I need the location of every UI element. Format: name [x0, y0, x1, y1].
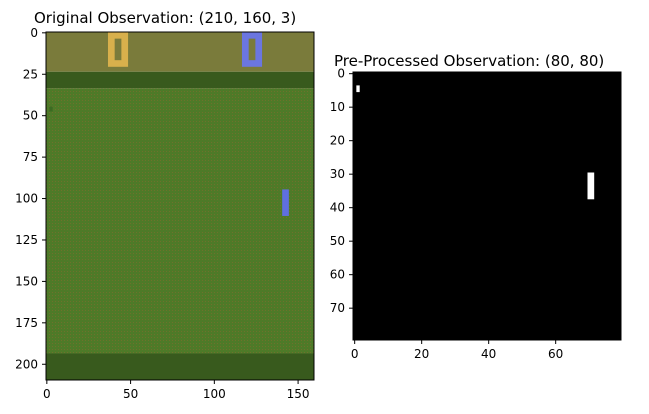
x-tick-label: 150	[287, 387, 310, 401]
x-tick-label: 20	[414, 347, 429, 361]
x-axis-original: 0 50 100 150	[43, 380, 310, 401]
x-tick-label: 0	[351, 347, 359, 361]
paddle-pixels	[587, 172, 595, 200]
panel-title-preprocessed: Pre-Processed Observation: (80, 80)	[334, 52, 604, 70]
score-bar	[46, 32, 314, 72]
ball-pixel	[356, 85, 360, 93]
y-tick-label: 70	[330, 301, 345, 315]
top-wall	[46, 71, 314, 89]
y-tick-label: 200	[15, 357, 38, 371]
panel-original: Original Observation: (210, 160, 3) 0 50 1…	[15, 9, 315, 401]
axes-frame-original	[45, 31, 315, 381]
axes-frame-preprocessed	[352, 71, 622, 341]
y-tick-label: 75	[23, 150, 38, 164]
x-axis-preprocessed: 0 20 40 60	[351, 340, 563, 361]
right-paddle	[282, 189, 289, 216]
x-tick-label: 0	[43, 387, 51, 401]
black-background	[353, 72, 621, 340]
original-observation-image	[46, 32, 314, 380]
y-tick-label: 175	[15, 316, 38, 330]
right-score-digit-inner	[248, 38, 256, 61]
playfield	[46, 88, 314, 354]
y-tick-label: 125	[15, 233, 38, 247]
left-paddle	[49, 106, 53, 112]
y-tick-label: 150	[15, 274, 38, 288]
panel-preprocessed: Pre-Processed Observation: (80, 80) 0 20 4…	[330, 52, 622, 361]
x-tick-label: 100	[203, 387, 226, 401]
y-tick-label: 25	[23, 67, 38, 81]
x-tick-label: 40	[481, 347, 496, 361]
y-tick-label: 0	[337, 67, 345, 81]
x-tick-label: 60	[548, 347, 563, 361]
y-axis-original: 0 25 50 75 100 125 150 175 200	[15, 26, 46, 371]
panel-title-original: Original Observation: (210, 160, 3)	[34, 9, 296, 27]
y-tick-label: 50	[23, 109, 38, 123]
x-tick-label: 50	[123, 387, 138, 401]
y-tick-label: 60	[330, 268, 345, 282]
y-tick-label: 40	[330, 201, 345, 215]
y-tick-label: 20	[330, 134, 345, 148]
bottom-wall	[46, 353, 314, 380]
preprocessed-observation-image	[353, 72, 621, 340]
y-axis-preprocessed: 0 10 20 30 40 50 60 70	[330, 67, 353, 315]
y-tick-label: 0	[30, 26, 38, 40]
y-tick-label: 50	[330, 234, 345, 248]
y-tick-label: 30	[330, 167, 345, 181]
y-tick-label: 100	[15, 192, 38, 206]
left-score-digit-inner	[114, 38, 122, 61]
y-tick-label: 10	[330, 100, 345, 114]
